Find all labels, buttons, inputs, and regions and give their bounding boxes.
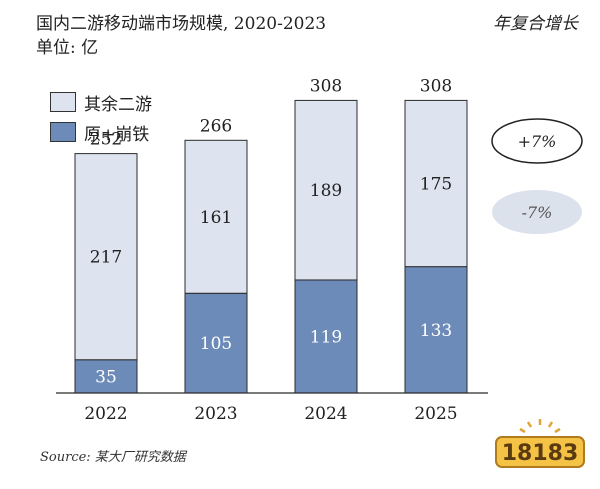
data-label-other-2023: 161: [200, 208, 232, 228]
data-label-genshin-2023: 105: [200, 334, 232, 354]
data-label-other-2024: 189: [310, 181, 342, 201]
logo-text: 18183: [502, 441, 579, 466]
cagr-label-genshin: +7%: [518, 132, 557, 151]
total-label-2022: 252: [90, 130, 122, 150]
x-tick-label-2023: 2023: [194, 404, 237, 424]
unit-label: 单位: 亿: [36, 38, 99, 58]
total-label-2025: 308: [420, 76, 452, 96]
cagr-oval-other: [492, 190, 582, 234]
legend: 其余二游 原+崩铁: [50, 88, 152, 148]
data-label-genshin-2025: 133: [420, 321, 452, 341]
site-logo: 18183: [495, 419, 585, 468]
bar-other-2022: [74, 153, 138, 361]
bar-other-2023: [184, 139, 248, 294]
bar-other-2025: [404, 99, 468, 268]
x-tick-label-2022: 2022: [84, 404, 127, 424]
bar-genshin-2024: [294, 279, 358, 394]
legend-item-other: 其余二游: [50, 88, 152, 116]
data-label-genshin-2022: 35: [95, 367, 117, 387]
total-label-2023: 266: [200, 116, 232, 136]
data-label-other-2025: 175: [420, 175, 452, 195]
cagr-title: 年复合增长: [493, 14, 578, 34]
bar-other-2024: [294, 99, 358, 281]
source-note: Source: 某大厂研究数据: [40, 450, 186, 465]
x-tick-label-2024: 2024: [304, 404, 347, 424]
data-label-genshin-2024: 119: [310, 327, 342, 347]
cagr-label-other: -7%: [522, 203, 553, 222]
total-label-2024: 308: [310, 76, 342, 96]
x-tick-label-2025: 2025: [414, 404, 457, 424]
cagr-oval-genshin: [491, 118, 583, 164]
legend-label-other: 其余二游: [84, 94, 152, 115]
chart-title: 国内二游移动端市场规模, 2020-2023: [36, 14, 327, 34]
legend-item-genshin: 原+崩铁: [50, 118, 152, 146]
legend-swatch-genshin: [50, 122, 76, 142]
data-label-other-2022: 217: [90, 248, 122, 268]
legend-swatch-other: [50, 92, 76, 112]
legend-label-genshin: 原+崩铁: [84, 124, 150, 145]
